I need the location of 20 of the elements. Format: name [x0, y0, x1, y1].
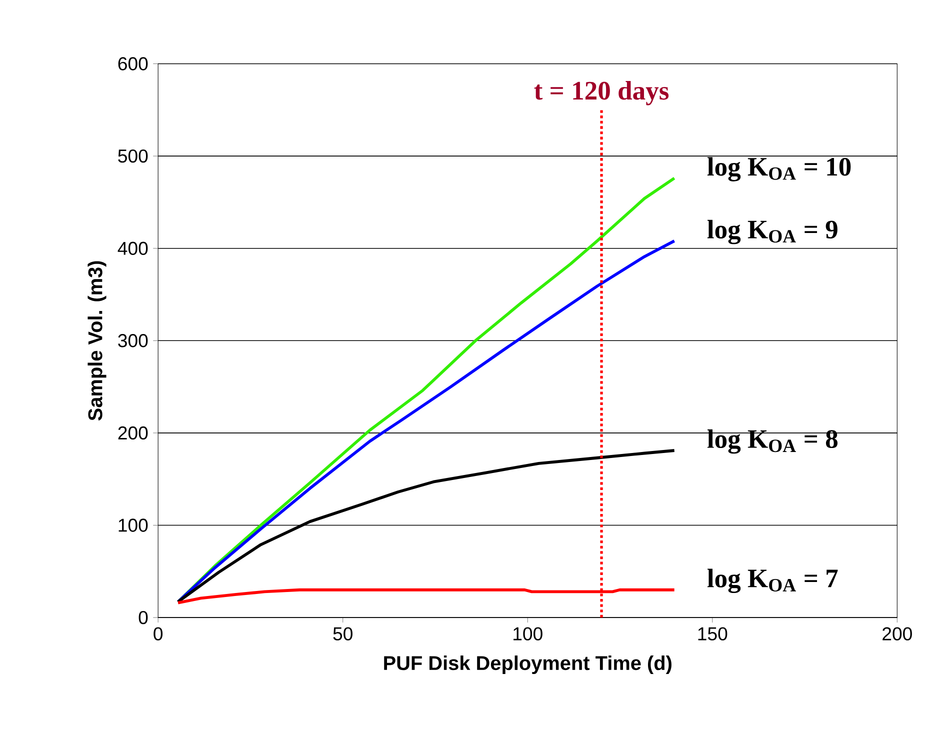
y-tick-label: 0: [138, 610, 148, 624]
y-tick-label: 300: [118, 334, 148, 348]
series-label: log K$_{OA}$ = 8: [707, 429, 838, 454]
x-tick-label: 200: [882, 627, 912, 640]
series-label: log K$_{OA}$ = 9: [707, 220, 838, 244]
ref-line-label: t = 120 days: [534, 81, 669, 106]
x-tick-label: 0: [154, 627, 163, 640]
series-label: log K$_{OA}$ = 10: [707, 157, 851, 182]
y-tick-label: 500: [118, 149, 148, 163]
y-tick-label: 400: [118, 242, 148, 255]
x-axis-title: PUF Disk Deployment Time (d): [384, 655, 672, 674]
y-tick-label: 100: [118, 518, 148, 532]
x-tick-label: 100: [514, 627, 542, 640]
line-series: [176, 449, 676, 604]
series-label: log K$_{OA}$ = 7: [707, 568, 838, 594]
y-tick-label: 600: [118, 57, 148, 70]
x-tick-label: 50: [333, 627, 352, 640]
y-tick-label: 200: [118, 426, 148, 440]
x-tick-label: 150: [698, 627, 728, 640]
y-axis-title: Sample Vol. (m3): [88, 261, 106, 421]
